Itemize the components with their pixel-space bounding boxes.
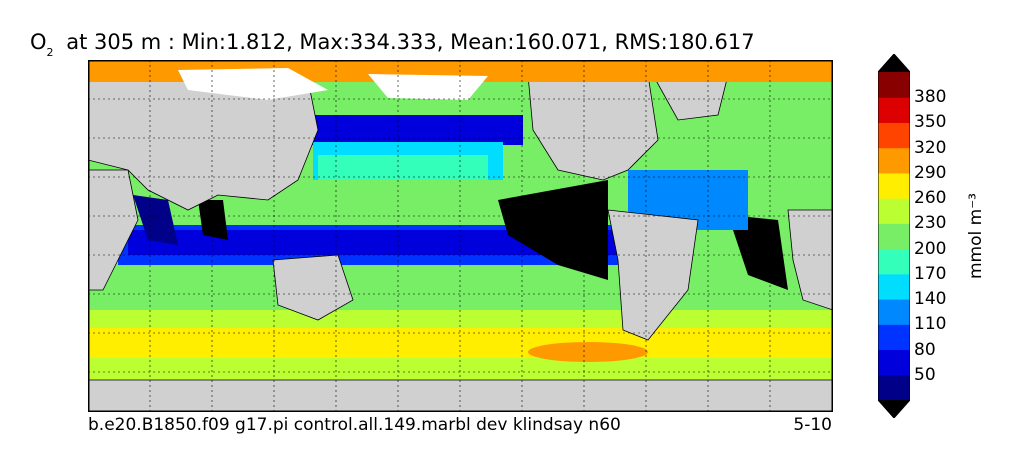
colorbar-tick-label: 170 bbox=[914, 263, 947, 284]
bay-of-bengal bbox=[198, 200, 228, 240]
east-pacific-omz bbox=[498, 180, 608, 280]
colorbar-tick-label: 260 bbox=[914, 188, 947, 209]
antarctic-coast-band bbox=[88, 358, 833, 380]
period-label: 5-10 bbox=[793, 415, 832, 435]
title-species: O bbox=[30, 30, 47, 54]
colorbar-tick-label: 200 bbox=[914, 238, 947, 259]
colorbar-segment bbox=[878, 172, 910, 199]
land-eurasia bbox=[88, 79, 319, 211]
colorbar-tick-label: 350 bbox=[914, 112, 947, 133]
ocean-oxygen-map bbox=[88, 60, 833, 412]
colorbar-segment bbox=[878, 324, 910, 351]
colorbar-segment bbox=[878, 198, 910, 224]
arabian-sea-omz bbox=[133, 195, 178, 245]
colorbar-tick-label: 80 bbox=[914, 339, 936, 360]
run-caption: b.e20.B1850.f09 g17.pi control.all.149.m… bbox=[88, 415, 621, 435]
land-south-america bbox=[607, 209, 699, 341]
land-antarctica bbox=[88, 379, 833, 412]
colorbar bbox=[878, 54, 910, 418]
colorbar-segment bbox=[878, 97, 910, 123]
colorbar-segment bbox=[878, 299, 910, 325]
north-pacific-dark bbox=[303, 115, 523, 145]
north-pacific-green bbox=[318, 155, 488, 180]
colorbar-tick-label: 50 bbox=[914, 364, 936, 385]
colorbar-tick-label: 290 bbox=[914, 162, 947, 183]
title-stats: at 305 m : Min:1.812, Max:334.333, Mean:… bbox=[59, 30, 755, 54]
colorbar-tick-label: 320 bbox=[914, 137, 947, 158]
colorbar-segment bbox=[878, 273, 910, 300]
colorbar-segment bbox=[878, 223, 910, 250]
plot-title: O2 at 305 m : Min:1.812, Max:334.333, Me… bbox=[30, 30, 910, 60]
colorbar-tick-label: 110 bbox=[914, 314, 947, 335]
weddell-orange-patch bbox=[528, 342, 648, 362]
colorbar-unit-label: mmol m⁻³ bbox=[966, 193, 986, 279]
colorbar-segment bbox=[878, 122, 910, 149]
atlantic-omz bbox=[728, 215, 788, 290]
arctic-ice bbox=[178, 68, 328, 100]
land-africa bbox=[88, 169, 139, 291]
southern-ocean-band-yellow bbox=[88, 328, 833, 358]
colorbar-segment bbox=[878, 349, 910, 376]
land-africa-east bbox=[787, 209, 833, 311]
colorbar-under-arrow bbox=[878, 400, 910, 418]
colorbar-segment bbox=[878, 248, 910, 275]
colorbar-segment bbox=[878, 72, 910, 98]
colorbar-tick-label: 380 bbox=[914, 87, 947, 108]
map-frame bbox=[88, 60, 833, 412]
graticule bbox=[88, 60, 833, 412]
title-species-subscript: 2 bbox=[46, 46, 54, 60]
land-north-america bbox=[527, 74, 659, 181]
colorbar-segment bbox=[878, 374, 910, 401]
colorbar-segment bbox=[878, 147, 910, 174]
colorbar-tick-label: 140 bbox=[914, 289, 947, 310]
colorbar-over-arrow bbox=[878, 54, 910, 72]
land-australia bbox=[272, 254, 354, 321]
colorbar-tick-label: 230 bbox=[914, 213, 947, 234]
